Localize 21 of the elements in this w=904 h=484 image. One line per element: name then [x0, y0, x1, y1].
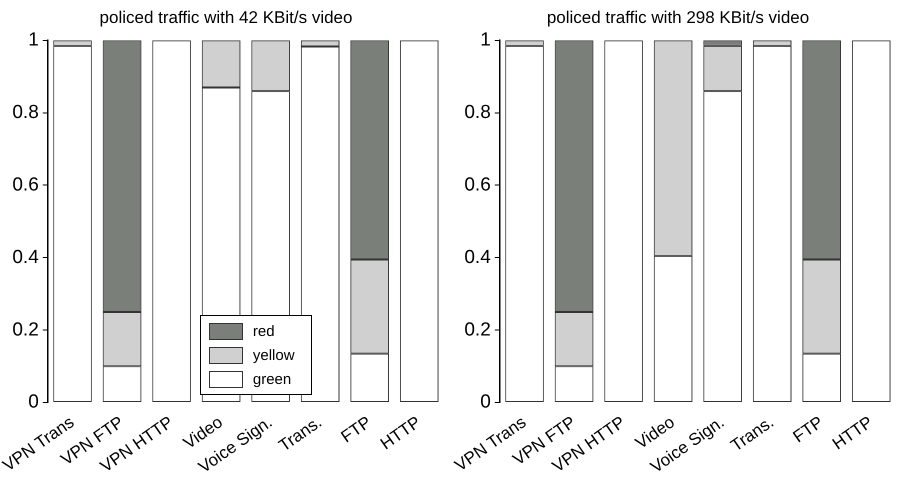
y-tick-label: 0.4: [12, 246, 40, 268]
x-tick-label: Trans.: [275, 412, 326, 456]
chart-title: policed traffic with 298 KBit/s video: [546, 8, 810, 27]
x-tick-label: FTP: [789, 412, 827, 446]
y-tick-label: 0: [28, 392, 39, 413]
series-label: green: [252, 371, 292, 388]
chart-title: policed traffic with 42 KBit/s video: [100, 8, 352, 27]
x-tick-label: Trans.: [727, 412, 778, 456]
y-tick-label: 0.8: [12, 102, 39, 124]
y-tick-label: 1: [28, 30, 39, 51]
y-tick-label: 0.2: [464, 319, 491, 340]
y-tick-label: 1: [480, 30, 491, 51]
y-tick-label: 0.2: [12, 319, 39, 340]
y-tick-label: 0: [480, 392, 491, 413]
x-tick-label: FTP: [337, 412, 375, 446]
y-tick-label: 0.8: [464, 102, 491, 124]
legend-label: yellow: [252, 347, 295, 364]
legend-label: red: [252, 323, 275, 340]
y-tick-label: 0.6: [12, 174, 39, 196]
y-tick-label: 0.4: [464, 246, 492, 268]
y-tick-label: 0.6: [464, 174, 491, 196]
